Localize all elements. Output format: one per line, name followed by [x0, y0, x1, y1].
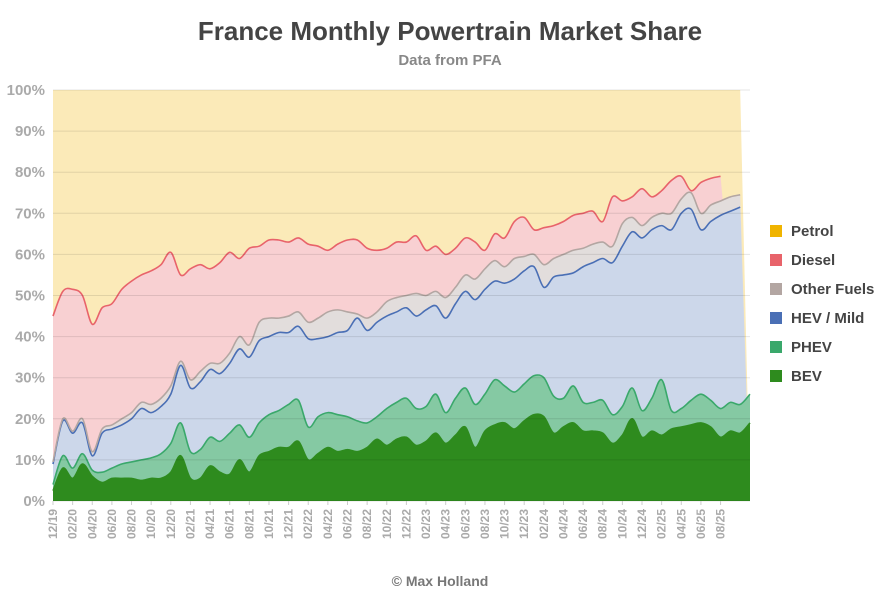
legend-swatch: [770, 283, 782, 295]
x-tick-label: 08/22: [360, 509, 374, 539]
x-tick-label: 06/24: [576, 509, 590, 539]
x-tick-label: 02/24: [537, 509, 551, 539]
x-tick-label: 10/21: [262, 509, 276, 539]
y-tick-label: 100%: [7, 82, 45, 99]
legend-label: Petrol: [791, 223, 834, 240]
x-tick-label: 12/23: [517, 509, 531, 539]
legend-item-bev[interactable]: BEV: [770, 368, 822, 385]
x-axis: 12/19 02/20 04/20 06/20 08/20 10/20 12/20 02/21…: [46, 501, 728, 539]
x-tick-label: 02/20: [66, 509, 80, 539]
x-tick-label: 10/23: [498, 509, 512, 539]
x-tick-label: 04/24: [556, 509, 570, 539]
y-tick-label: 70%: [15, 205, 45, 222]
line-phev: [52, 374, 751, 485]
x-tick-label: 02/22: [301, 509, 315, 539]
x-tick-label: 08/20: [125, 509, 139, 539]
x-tick-label: 12/24: [635, 509, 649, 539]
plot-area: [52, 90, 751, 501]
x-tick-label: 06/23: [458, 509, 472, 539]
y-tick-label: 60%: [15, 246, 45, 263]
legend-label: PHEV: [791, 339, 832, 356]
x-tick-label: 04/20: [85, 509, 99, 539]
x-tick-label: 06/20: [105, 509, 119, 539]
legend-item-hev-mild[interactable]: HEV / Mild: [770, 310, 864, 327]
y-tick-label: 30%: [15, 370, 45, 387]
legend-label: Other Fuels: [791, 281, 874, 298]
grid-lines: [53, 89, 750, 502]
x-tick-label: 02/21: [183, 509, 197, 539]
x-tick-label: 06/22: [341, 509, 355, 539]
x-tick-label: 06/25: [694, 509, 708, 539]
legend-swatch: [770, 341, 782, 353]
legend: Petrol Diesel Other Fuels HEV / Mild PHEV BEV: [770, 223, 874, 385]
y-tick-label: 10%: [15, 452, 45, 469]
line-bev: [52, 413, 751, 492]
legend-item-diesel[interactable]: Diesel: [770, 252, 835, 269]
y-tick-label: 20%: [15, 411, 45, 428]
x-tick-label: 12/20: [164, 509, 178, 539]
x-tick-label: 12/21: [282, 509, 296, 539]
x-tick-label: 06/21: [223, 509, 237, 539]
y-axis: 0% 10% 20% 30% 40% 50% 60% 70% 80% 90% 100%: [7, 82, 45, 510]
legend-swatch: [770, 225, 782, 237]
x-tick-label: 02/23: [419, 509, 433, 539]
legend-item-petrol[interactable]: Petrol: [770, 223, 834, 240]
y-tick-label: 90%: [15, 123, 45, 140]
x-tick-label: 12/22: [399, 509, 413, 539]
x-tick-label: 12/19: [46, 509, 60, 539]
legend-label: HEV / Mild: [791, 310, 864, 327]
x-tick-label: 10/20: [144, 509, 158, 539]
legend-swatch: [770, 254, 782, 266]
y-tick-label: 0%: [23, 493, 45, 510]
x-tick-label: 04/21: [203, 509, 217, 539]
x-tick-label: 02/25: [655, 509, 669, 539]
y-tick-label: 40%: [15, 329, 45, 346]
line-other-fuels: [52, 191, 741, 463]
x-tick-label: 04/23: [439, 509, 453, 539]
legend-swatch: [770, 370, 782, 382]
y-tick-label: 80%: [15, 164, 45, 181]
legend-label: Diesel: [791, 252, 835, 269]
x-tick-label: 04/25: [674, 509, 688, 539]
y-tick-label: 50%: [15, 288, 45, 305]
x-tick-label: 10/22: [380, 509, 394, 539]
legend-item-phev[interactable]: PHEV: [770, 339, 832, 356]
legend-label: BEV: [791, 368, 822, 385]
line-hev-mild: [52, 206, 741, 465]
legend-swatch: [770, 312, 782, 324]
x-tick-label: 08/24: [596, 509, 610, 539]
x-tick-label: 08/23: [478, 509, 492, 539]
legend-item-other-fuels[interactable]: Other Fuels: [770, 281, 874, 298]
chart-title: France Monthly Powertrain Market Share: [198, 16, 702, 46]
x-tick-label: 08/21: [242, 509, 256, 539]
x-tick-label: 04/22: [321, 509, 335, 539]
chart-subtitle: Data from PFA: [398, 52, 502, 69]
chart-footer: © Max Holland: [392, 573, 489, 589]
area-bev: [53, 414, 750, 501]
x-tick-label: 10/24: [615, 509, 629, 539]
x-tick-label: 08/25: [714, 509, 728, 539]
line-diesel: [52, 175, 721, 326]
